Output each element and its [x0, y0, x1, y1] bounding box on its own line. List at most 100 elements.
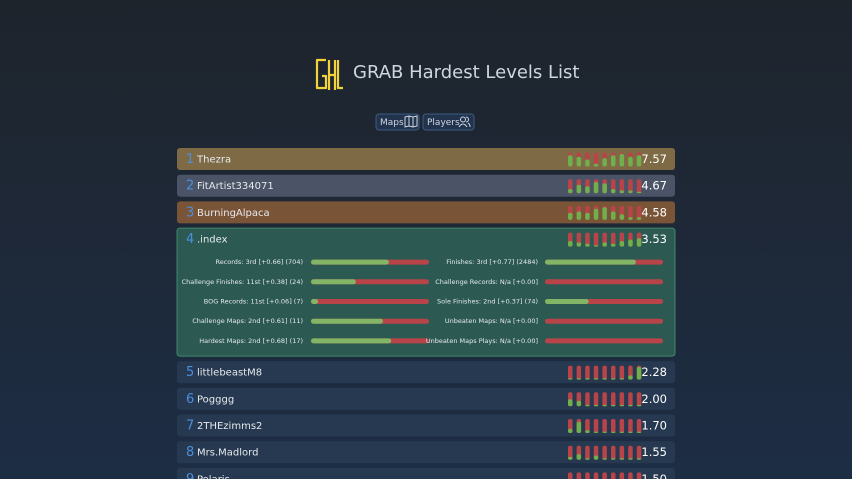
player-row[interactable]: 2 FitArtist334071 4.67: [177, 174, 675, 197]
mini-bar: [628, 431, 633, 433]
mini-bar: [628, 190, 633, 194]
mini-bar: [602, 158, 607, 167]
mini-bar-track: [568, 472, 573, 479]
mini-bar-track: [636, 179, 642, 194]
player-row[interactable]: 5 littlebeastM8 2.28: [177, 361, 675, 384]
row-background: [177, 201, 675, 224]
stat-label: Challenge Records: N/a [+0.00]: [435, 278, 538, 286]
player-row[interactable]: 7 2THEzimms2 1.70: [177, 414, 675, 437]
mini-bar-track: [593, 152, 599, 167]
rank: 1: [186, 152, 194, 167]
rank: 3: [186, 205, 194, 220]
mini-bar: [602, 378, 607, 380]
mini-bar-track: [619, 445, 625, 460]
player-row[interactable]: 4 .index 3.53 Records: 3rd [+0.66] (704) Fin…: [176, 227, 676, 357]
rank: 7: [186, 419, 194, 434]
rank: 9: [186, 472, 194, 479]
mini-bar-track: [636, 205, 642, 220]
stat-label: Sole Finishes: 2nd [+0.37] (74): [437, 298, 538, 306]
player-name: Pogggg: [197, 394, 234, 405]
mini-bar: [611, 458, 616, 460]
mini-bar: [593, 404, 599, 407]
mini-bar: [576, 242, 582, 247]
mini-bar: [593, 182, 599, 194]
nav-label: Players: [427, 118, 460, 128]
player-row[interactable]: 1 Thezra 7.57: [177, 148, 675, 170]
mini-bar: [576, 400, 582, 407]
mini-bar-track: [602, 392, 607, 407]
mini-bar-track: [585, 472, 590, 479]
mini-bar-track: [611, 392, 616, 407]
rank: 8: [186, 445, 194, 460]
mini-bar-track: [611, 365, 616, 380]
rank: 2: [186, 179, 194, 194]
mini-bar-track: [611, 419, 616, 433]
mini-bar: [619, 458, 625, 460]
mini-bar: [576, 156, 582, 167]
mini-bar: [568, 212, 573, 220]
mini-bar-track: [628, 472, 633, 479]
mini-bar: [568, 189, 573, 194]
mini-bar: [636, 155, 642, 167]
player-name: littlebeastM8: [197, 368, 262, 379]
mini-bar: [611, 404, 616, 407]
mini-bar: [636, 404, 642, 407]
score: 4.58: [641, 205, 667, 219]
score: 1.70: [641, 419, 667, 433]
mini-bar-track: [593, 232, 599, 247]
mini-bar: [611, 189, 616, 194]
mini-bar: [585, 404, 590, 407]
score: 1.50: [641, 472, 667, 479]
mini-bar: [585, 430, 590, 433]
mini-bar-track: [619, 472, 625, 479]
rank: 4: [186, 232, 194, 247]
rank: 5: [186, 365, 194, 380]
stat-label: Hardest Maps: 2nd [+0.68] (17): [199, 337, 303, 345]
mini-bar: [602, 458, 607, 460]
player-row[interactable]: 6 Pogggg 2.00: [177, 387, 675, 410]
mini-bar-track: [628, 392, 633, 407]
stat-bar: [545, 259, 636, 265]
score: 3.53: [641, 232, 667, 246]
stat-track: [545, 338, 663, 344]
mini-bar-track: [619, 365, 625, 380]
mini-bar: [576, 378, 582, 380]
mini-bar-track: [585, 392, 590, 407]
mini-bar-track: [628, 179, 633, 194]
mini-bar: [611, 155, 616, 167]
player-name: Mrs.Madlord: [197, 448, 258, 459]
player-name: .index: [197, 235, 228, 246]
mini-bar: [636, 431, 642, 433]
score: 1.55: [641, 445, 667, 459]
player-name: FitArtist334071: [197, 181, 274, 192]
mini-bar: [593, 208, 599, 220]
nav-players[interactable]: Players: [422, 113, 475, 131]
nav-maps[interactable]: Maps: [375, 113, 420, 131]
mini-bar-track: [602, 365, 607, 380]
mini-bar: [611, 378, 616, 380]
stat-track: [311, 299, 429, 304]
mini-bar: [636, 238, 642, 247]
stat-label: Unbeaten Maps Plays: N/a [+0.00]: [426, 337, 538, 345]
mini-bar-track: [576, 472, 582, 479]
player-list: 1 Thezra 7.57 2 FitArtist334071 4.67 3 BurningA…: [176, 148, 676, 479]
mini-bar: [619, 153, 625, 167]
player-row[interactable]: 9Polaris 1.50: [177, 467, 675, 479]
player-row[interactable]: 8 Mrs.Madlord 1.55: [177, 441, 675, 464]
mini-bar-track: [619, 419, 625, 433]
mini-bar: [576, 421, 582, 433]
row-background: [177, 174, 675, 197]
mini-bar: [602, 404, 607, 407]
mini-bar: [585, 186, 590, 194]
stat-bar: [311, 338, 392, 344]
stat-label: Challenge Finishes: 11st [+0.38] (24): [182, 278, 303, 286]
mini-bar: [602, 242, 607, 247]
mini-bar-track: [636, 472, 642, 479]
mini-bar-track: [585, 232, 590, 247]
mini-bar: [636, 217, 642, 220]
mini-bar-track: [602, 419, 607, 433]
mini-bar-track: [593, 419, 599, 433]
mini-bar-track: [585, 445, 590, 460]
player-row[interactable]: 3 BurningAlpaca 4.58: [177, 201, 675, 224]
mini-bar: [585, 243, 590, 247]
